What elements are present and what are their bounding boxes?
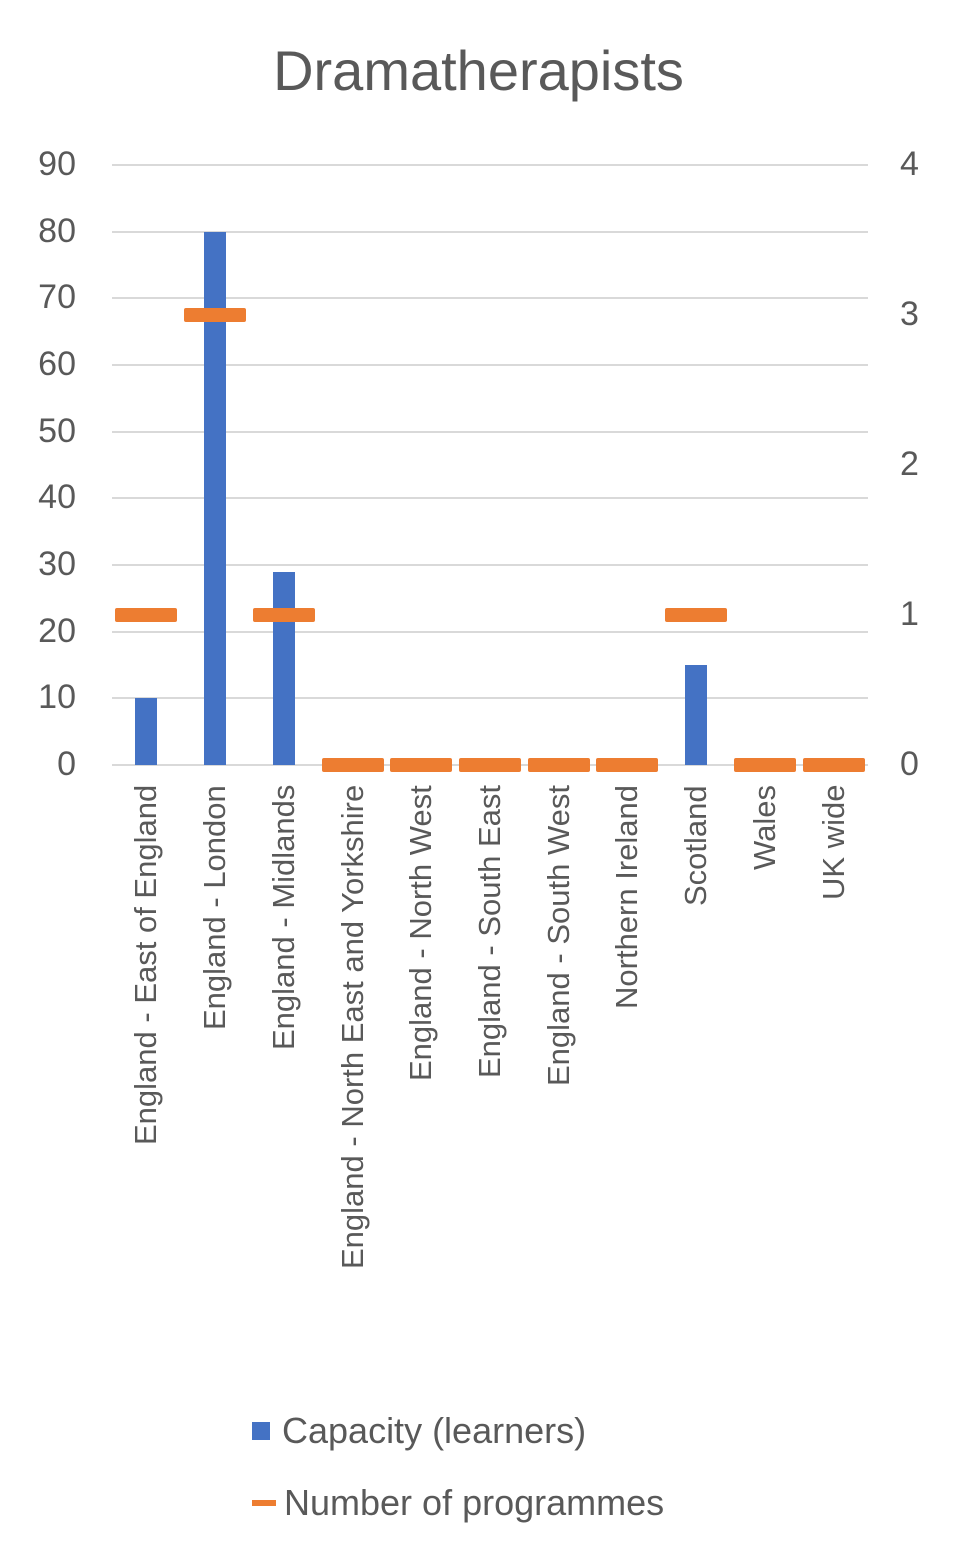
y-axis-tick-label: 30 xyxy=(38,545,76,583)
marker-programmes xyxy=(184,308,247,322)
x-axis-category-label: England - South West xyxy=(540,785,576,1086)
gridline xyxy=(112,497,868,500)
gridline xyxy=(112,697,868,700)
y2-axis-tick-label: 2 xyxy=(900,445,919,483)
marker-programmes xyxy=(733,758,796,772)
bar-capacity xyxy=(272,571,295,765)
legend-item-capacity: Capacity (learners) xyxy=(252,1410,586,1452)
marker-programmes xyxy=(459,758,521,772)
x-axis-category-label: England - North West xyxy=(403,785,439,1081)
gridline xyxy=(112,297,868,300)
x-axis-category-label: England - North East and Yorkshire xyxy=(334,784,370,1269)
legend-item-programmes: Number of programmes xyxy=(252,1482,664,1524)
gridline xyxy=(112,630,868,633)
marker-programmes xyxy=(596,758,659,772)
gridline xyxy=(112,164,868,166)
x-axis-category-label: Wales xyxy=(746,785,782,870)
bar-capacity xyxy=(685,665,708,765)
marker-programmes xyxy=(390,758,453,772)
gridline xyxy=(112,430,868,433)
marker-programmes xyxy=(527,758,590,772)
x-axis-category-label: Northern Ireland xyxy=(609,784,645,1009)
marker-programmes xyxy=(252,608,315,622)
x-axis-category-label: England - South East xyxy=(472,785,507,1078)
legend-label-capacity: Capacity (learners) xyxy=(282,1410,587,1451)
chart-title: Dramatherapists xyxy=(273,39,684,102)
marker-programmes xyxy=(802,758,865,772)
gridline xyxy=(112,564,868,566)
bar-capacity xyxy=(204,231,227,765)
y-axis-tick-label: 80 xyxy=(38,211,76,250)
legend-label-programmes: Number of programmes xyxy=(284,1482,665,1523)
y2-axis-tick-label: 3 xyxy=(900,295,919,333)
y-axis-tick-label: 40 xyxy=(38,478,76,517)
x-axis-category-label: UK wide xyxy=(815,784,851,900)
y2-axis-tick-label: 1 xyxy=(900,595,919,633)
gridline xyxy=(112,230,868,233)
y2-axis-tick-label: 4 xyxy=(900,145,919,183)
marker-programmes xyxy=(321,758,384,772)
x-axis-category-label: England - East of England xyxy=(128,784,164,1145)
y-axis-tick-label: 50 xyxy=(38,411,76,450)
marker-programmes xyxy=(115,608,178,622)
y-axis-tick-label: 20 xyxy=(38,611,76,650)
capacity-swatch-icon xyxy=(252,1422,270,1440)
y-axis-tick-label: 0 xyxy=(57,745,76,783)
x-axis-category-label: Scotland xyxy=(678,785,714,906)
gridline xyxy=(112,364,868,366)
bar-capacity xyxy=(135,698,158,765)
y-axis-tick-label: 70 xyxy=(38,278,76,317)
x-axis-category-label: England - London xyxy=(197,785,233,1030)
y2-axis-tick-label: 0 xyxy=(900,745,919,783)
y-axis-tick-label: 60 xyxy=(38,345,76,383)
y-axis-tick-label: 90 xyxy=(38,145,76,183)
marker-programmes xyxy=(665,608,728,622)
x-axis-category-label: England - Midlands xyxy=(265,784,301,1050)
programmes-swatch-icon xyxy=(252,1500,276,1506)
y-axis-tick-label: 10 xyxy=(38,678,76,717)
